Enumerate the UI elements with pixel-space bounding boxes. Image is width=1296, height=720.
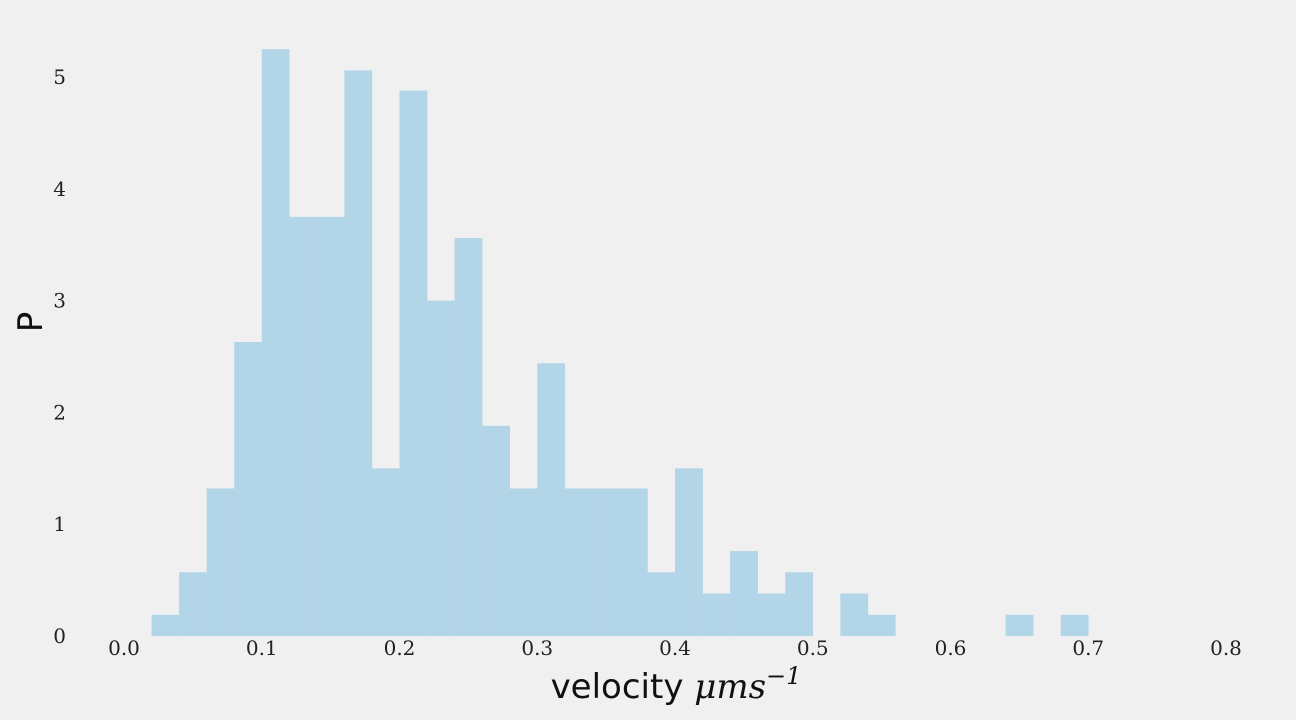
histogram-bar-13 (509, 488, 538, 636)
x-tick-label-8: 0.8 (1210, 636, 1242, 660)
x-tick-label-7: 0.7 (1072, 636, 1104, 660)
y-tick-label-5: 5 (53, 65, 66, 89)
histogram-bar-18 (647, 572, 676, 636)
histogram-bar-21 (730, 551, 758, 636)
x-tick-label-0: 0.0 (108, 636, 140, 660)
x-tick-labels: 0.0 0.1 0.2 0.3 0.4 0.5 0.6 0.7 0.8 (108, 636, 1242, 660)
histogram-bar-11 (454, 238, 483, 636)
histogram-bar-15 (564, 488, 593, 636)
x-tick-label-2: 0.2 (384, 636, 416, 660)
histogram-bar-7 (344, 70, 373, 636)
histogram-bar-22 (757, 593, 786, 636)
x-tick-label-6: 0.6 (935, 636, 967, 660)
histogram-bar-5 (289, 216, 318, 636)
y-tick-label-4: 4 (53, 177, 66, 201)
histogram-bar-0 (151, 614, 180, 636)
histogram-bar-10 (427, 300, 455, 636)
x-tick-label-5: 0.5 (797, 636, 829, 660)
histogram-bar-25 (867, 614, 896, 636)
histogram-bar-6 (316, 216, 345, 636)
histogram-bar-24 (840, 593, 869, 636)
histogram-bar-27 (1060, 614, 1089, 636)
histogram-bar-20 (702, 593, 731, 636)
histogram-bar-12 (482, 425, 510, 636)
histogram-bar-16 (592, 488, 621, 636)
x-tick-label-3: 0.3 (521, 636, 553, 660)
y-tick-label-0: 0 (53, 624, 66, 648)
x-axis-label-exponent: −1 (766, 662, 801, 690)
x-tick-label-4: 0.4 (659, 636, 691, 660)
histogram-bar-4 (261, 49, 290, 637)
y-tick-labels: 0 1 2 3 4 5 (53, 65, 66, 648)
histogram-bar-2 (206, 488, 235, 636)
histogram-bar-3 (234, 342, 263, 636)
x-tick-label-1: 0.1 (246, 636, 278, 660)
x-axis-label: velocity μms−1 (551, 662, 802, 707)
histogram-bar-9 (399, 90, 428, 636)
y-tick-label-1: 1 (53, 512, 66, 536)
y-tick-label-2: 2 (53, 400, 66, 424)
histogram-bar-17 (619, 488, 648, 636)
histogram-bar-26 (1005, 614, 1034, 636)
y-axis-label: P (11, 312, 51, 333)
histogram-bar-23 (785, 572, 814, 636)
y-tick-label-3: 3 (53, 289, 66, 313)
bars-group (151, 49, 1089, 637)
x-axis-label-text: velocity (551, 667, 695, 707)
histogram-bar-14 (537, 363, 566, 636)
histogram-bar-19 (675, 468, 703, 636)
histogram-bar-1 (179, 572, 207, 636)
histogram-bar-8 (371, 468, 400, 636)
x-axis-label-math: μms (694, 667, 766, 707)
